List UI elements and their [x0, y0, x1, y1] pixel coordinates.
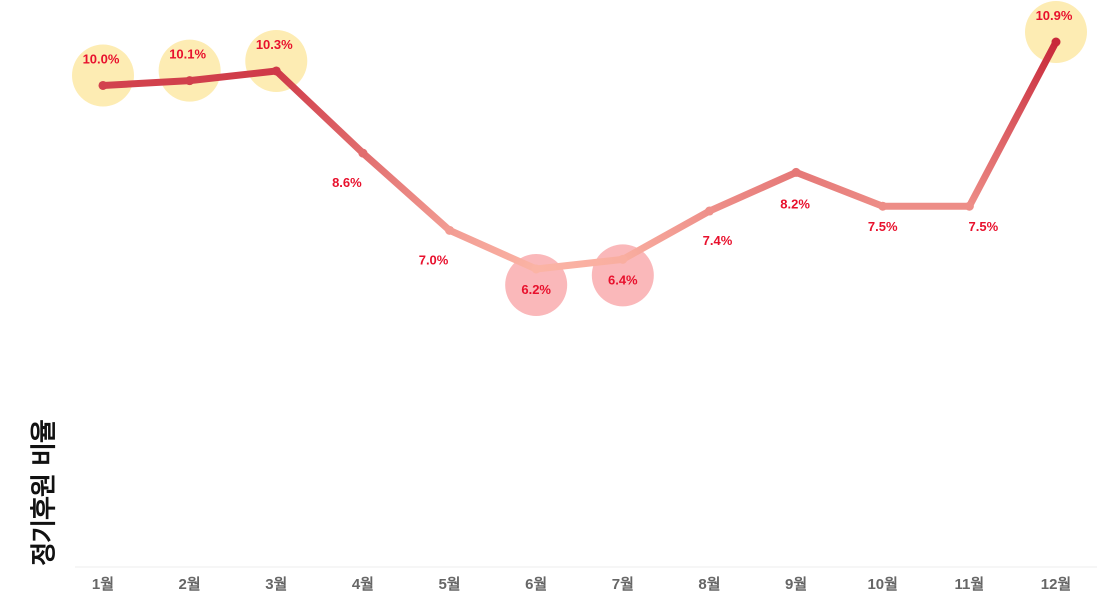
data-label-3: 10.3%: [256, 37, 293, 52]
data-point-1: [98, 80, 108, 90]
data-label-6: 6.2%: [521, 282, 551, 297]
line-segment-5: [446, 226, 540, 273]
data-point-7: [618, 254, 628, 264]
line-segment-11: [965, 38, 1060, 210]
data-point-6: [531, 264, 541, 274]
data-point-4: [358, 148, 368, 158]
data-label-10: 7.5%: [868, 219, 898, 234]
x-tick-label-2: 2월: [179, 576, 201, 593]
line-segment-2: [186, 67, 280, 85]
x-tick-label-3: 3월: [265, 576, 287, 593]
data-point-8: [704, 206, 714, 216]
data-label-4: 8.6%: [332, 175, 362, 190]
line-segment-8: [705, 168, 800, 215]
line-segment-3: [272, 67, 367, 157]
line-segment-7: [619, 207, 713, 263]
data-point-10: [878, 201, 888, 211]
data-point-5: [445, 225, 455, 235]
line-segment-1: [99, 77, 194, 89]
data-label-2: 10.1%: [169, 47, 206, 62]
data-label-5: 7.0%: [419, 252, 449, 267]
data-label-7: 6.4%: [608, 272, 638, 287]
data-point-2: [185, 76, 195, 86]
data-label-12: 10.9%: [1036, 8, 1073, 23]
y-axis-label: 정기후원 비율: [29, 420, 60, 566]
data-label-1: 10.0%: [83, 51, 120, 66]
x-tick-label-1: 1월: [92, 576, 114, 593]
highlight-circle-high-12: [1025, 1, 1087, 63]
data-label-8: 7.4%: [703, 233, 733, 248]
line-segment-9: [792, 168, 887, 210]
x-tick-label-5: 5월: [438, 576, 460, 593]
x-tick-label-10: 10월: [867, 576, 898, 593]
x-tick-label-7: 7월: [612, 576, 634, 593]
highlight-circle-high-1: [72, 44, 134, 107]
line-segment-6: [532, 255, 627, 273]
x-tick-label-9: 9월: [785, 576, 807, 593]
x-tick-label-11: 11월: [955, 576, 985, 593]
data-point-11: [964, 201, 974, 211]
x-tick-label-6: 6월: [525, 576, 547, 593]
x-tick-label-4: 4월: [352, 576, 374, 593]
data-point-3: [271, 66, 281, 76]
x-tick-label-12: 12월: [1041, 576, 1072, 593]
line-segment-4: [359, 149, 454, 234]
data-label-9: 8.2%: [780, 196, 810, 211]
highlight-circle-high-3: [245, 29, 308, 92]
data-point-9: [791, 167, 801, 177]
data-label-11: 7.5%: [969, 219, 999, 234]
data-point-12: [1051, 37, 1061, 47]
highlight-circle-high-2: [158, 39, 221, 102]
x-tick-label-8: 8월: [698, 576, 720, 593]
